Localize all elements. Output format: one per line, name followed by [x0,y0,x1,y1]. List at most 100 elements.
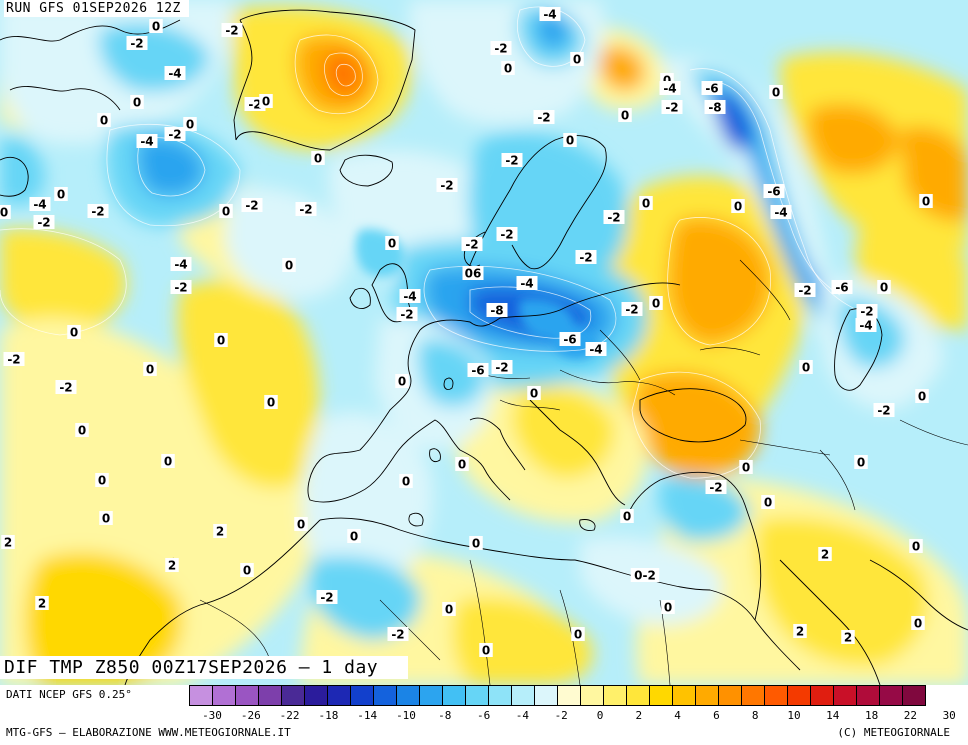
cool-turkey [658,476,750,542]
colorbar-tick-label: 0 [596,709,604,722]
contour-label-text: 0 [186,118,194,132]
contour-label-text: 0 [314,152,322,166]
data-source-label: DATI NCEP GFS 0.25° [6,688,132,701]
iceland-coast [339,154,393,187]
colorbar-cell [236,685,259,706]
colorbar-cell [673,685,696,706]
contour-label-bg [33,215,55,229]
contour-label-text: 0 [880,281,888,295]
colorbar-cell [857,685,880,706]
contour-label-bg [877,280,891,294]
contour-label: 0 [183,117,197,132]
contour-label: -4 [399,289,421,304]
cool-north-atlantic-mid [225,187,351,300]
contour-label-text: -4 [543,8,556,22]
variable-title: DIF TMP Z850 00Z17SEP2026 — 1 day [0,656,409,679]
contour-label: 2 [818,547,832,562]
contour-label-text: 0 [664,601,672,615]
contour-label: 0 [67,325,81,340]
contour-label-text: 0 [764,496,772,510]
contour-label-text: -2 [299,203,312,217]
contour-label-bg [347,529,361,543]
contour-label-bg [479,643,493,657]
contour-label: 0 [469,536,483,551]
colorbar-tick-label: -8 [438,709,452,722]
contour-label-bg [705,480,727,494]
contour-label-text: 0 [857,456,865,470]
contour-label-text: 0 [222,205,230,219]
contour-label: 0 [311,151,325,166]
contour-label: -2 [33,215,55,230]
contour-label-text: -8 [490,304,503,318]
contour-label-text: -2 [465,238,478,252]
contour-label: 0 [909,539,923,554]
contour-label-text: 0 [530,387,538,401]
contour-label-text: 0 [663,74,671,88]
colorbar-cell [834,685,857,706]
contour-label-text: -2 [798,284,811,298]
contour-label-text: 0 [772,86,780,100]
contour-label: 0 [0,205,11,220]
contour-label-text: -2 [400,308,413,322]
contour-label-bg [436,178,458,192]
contour-label-bg [501,61,515,75]
contour-label-bg [136,134,158,148]
contour-label-text: -2 [174,281,187,295]
contour-label-text: 0 [573,53,581,67]
contour-label-bg [763,184,785,198]
colorbar-cell [351,685,374,706]
contour-label-text: -4 [168,67,181,81]
contour-label-bg [221,23,243,37]
contour-label-text: 0 [642,197,650,211]
colorbar-tick-label: -2 [554,709,568,722]
contour-label: 0 [571,627,585,642]
colorbar-cell [558,685,581,706]
colorbar-cell [788,685,811,706]
colorbar-cell [650,685,673,706]
contour-label: -2 [575,250,597,265]
contour-label: -2 [87,204,109,219]
contour-label-text: -2 [391,628,404,642]
contour-label-bg [873,403,895,417]
contour-label-bg [563,133,577,147]
contour-label-text: -2 [440,179,453,193]
contour-label-text: 0 [133,96,141,110]
contour-label-bg [455,457,469,471]
contour-label-text: -2 [607,211,620,225]
contour-label-bg [29,197,51,211]
contour-label-text: -2 [7,353,20,367]
contour-label-bg [170,257,192,271]
colorbar-cell [374,685,397,706]
warm-africa-west [25,552,183,685]
contour-label: 0 [399,474,413,489]
contour-label-text: 2 [821,548,829,562]
colorbar-cell [719,685,742,706]
contour-label-text: 0 [402,475,410,489]
contour-label-bg [143,362,157,376]
contour-label-bg [396,307,418,321]
contour-label: 0 [294,517,308,532]
colorbar-tick-label: 4 [674,709,681,722]
levant-coast [629,471,762,621]
contour-label: 2 [165,558,179,573]
contour-label-bg [909,539,923,553]
contour-label: -4 [770,205,792,220]
contour-label-text: -6 [767,185,780,199]
colorbar-cell [305,685,328,706]
contour-label: 0 [854,455,868,470]
contour-label-bg [87,204,109,218]
contour-label-bg [659,81,681,95]
contour-label: -2 [603,210,625,225]
contour-label: 06 [462,266,484,281]
warm-ural-east [900,126,968,221]
contour-label-bg [161,454,175,468]
contour-label: 0 [769,85,783,100]
contour-label-text: -8 [708,101,721,115]
contour-label: 0 [479,643,493,658]
contour-label: -4 [585,342,607,357]
colorbar-tick-label: -26 [240,709,261,722]
coastlines [0,9,968,685]
warm-russia-core [667,217,771,345]
contour-label-bg [585,342,607,356]
colorbar [189,685,926,706]
